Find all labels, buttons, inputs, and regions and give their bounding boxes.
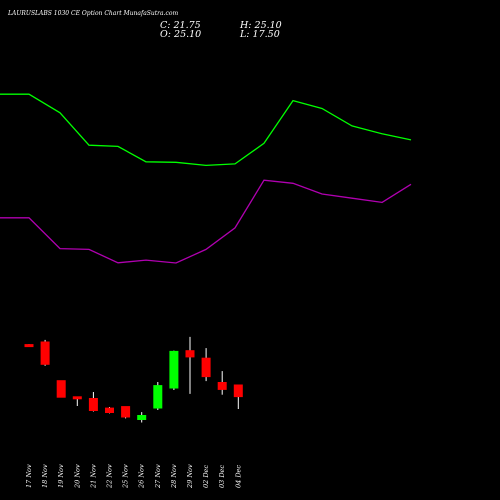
candle-body xyxy=(217,382,227,390)
candle-body xyxy=(121,406,131,418)
x-tick-label: 27 Nov xyxy=(154,464,162,489)
candle-body xyxy=(40,341,50,365)
ohlc-low: L: 17.50 xyxy=(240,29,280,40)
candle-body xyxy=(201,357,211,378)
close-value: 21.75 xyxy=(173,20,201,31)
chart-title: LAURUSLABS 1030 CE Option Chart MunafaSu… xyxy=(8,10,179,17)
x-tick-label: 19 Nov xyxy=(57,464,65,488)
x-tick-label: 28 Nov xyxy=(170,464,178,489)
x-tick-label: 25 Nov xyxy=(122,464,130,489)
ohlc-high: H: 25.10 xyxy=(240,20,282,31)
candle-body xyxy=(233,384,243,398)
x-tick-label: 20 Nov xyxy=(73,464,81,489)
candle-body xyxy=(24,344,34,348)
lower-band-line xyxy=(0,179,412,264)
open-label: O: xyxy=(160,29,171,40)
upper-band-line xyxy=(0,93,412,167)
x-tick-label: 17 Nov xyxy=(25,464,33,488)
x-tick-label: 29 Nov xyxy=(186,464,194,489)
x-tick-label: 04 Dec xyxy=(234,465,242,488)
x-tick-label: 21 Nov xyxy=(89,464,97,489)
x-tick-label: 02 Dec xyxy=(202,465,210,488)
candle-body xyxy=(72,396,82,400)
x-tick-label: 22 Nov xyxy=(106,464,114,489)
candle-body xyxy=(56,380,66,398)
x-tick-label: 26 Nov xyxy=(138,464,146,489)
high-label: H: xyxy=(240,20,252,31)
candle-body xyxy=(169,350,179,389)
candle-body xyxy=(153,385,163,409)
candle-body xyxy=(137,415,147,420)
candle-body xyxy=(185,350,195,358)
low-label: L: xyxy=(240,29,250,40)
ohlc-close: C: 21.75 xyxy=(160,20,201,31)
high-value: 25.10 xyxy=(254,20,282,31)
ohlc-open: O: 25.10 xyxy=(160,29,201,40)
low-value: 17.50 xyxy=(252,29,280,40)
x-tick-label: 18 Nov xyxy=(41,464,49,488)
x-tick-label: 03 Dec xyxy=(218,465,226,488)
candle-body xyxy=(88,398,98,411)
open-value: 25.10 xyxy=(174,29,202,40)
close-label: C: xyxy=(160,20,171,31)
candle-body xyxy=(105,407,114,414)
